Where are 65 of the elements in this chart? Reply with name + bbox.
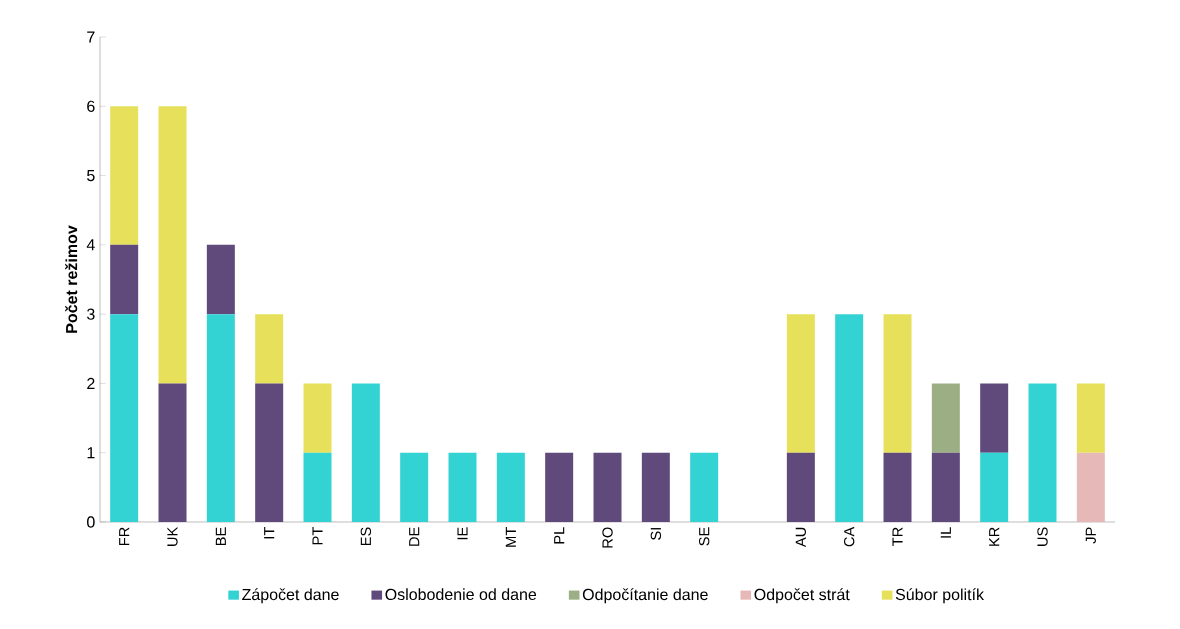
x-tick-label: ES xyxy=(360,527,372,546)
legend-label: Odpočet strát xyxy=(754,588,850,604)
bar xyxy=(351,383,380,522)
x-tick-label: BE xyxy=(215,527,226,546)
y-tick-label: 1 xyxy=(87,447,95,459)
y-tick-label: 4 xyxy=(86,239,95,251)
bar xyxy=(110,244,139,315)
x-tick-label: AU xyxy=(795,527,806,548)
bar xyxy=(1076,452,1105,522)
bar xyxy=(931,383,960,453)
x-tick-label: FR xyxy=(119,527,130,546)
bar xyxy=(206,244,235,315)
x-tick-label: JP xyxy=(1085,527,1096,544)
x-tick-label: CA xyxy=(844,526,855,547)
legend-label: Zápočet dane xyxy=(242,588,339,604)
bar xyxy=(835,314,864,522)
legend-label: Oslobodenie od dane xyxy=(385,588,537,601)
bar xyxy=(545,452,574,522)
y-tick-label: 5 xyxy=(87,170,95,182)
x-tick-label: DE xyxy=(409,527,420,546)
bar xyxy=(786,452,815,522)
bar xyxy=(931,452,960,522)
x-tick-label: IT xyxy=(264,527,275,539)
x-tick-label: PL xyxy=(554,527,565,544)
x-tick-label: PT xyxy=(312,527,323,545)
y-tick-label: 2 xyxy=(87,377,95,390)
bar xyxy=(255,314,284,384)
legend-label: Súbor politík xyxy=(895,588,985,604)
y-tick-label: 3 xyxy=(87,308,95,320)
bar xyxy=(255,383,284,522)
bar xyxy=(980,452,1009,522)
bar xyxy=(400,452,429,522)
bar xyxy=(883,314,912,453)
bar xyxy=(1028,383,1057,522)
x-tick-label: IE xyxy=(457,527,468,540)
bar xyxy=(883,452,912,522)
bar xyxy=(496,452,525,522)
bar xyxy=(786,314,815,453)
bar xyxy=(158,383,187,522)
bar xyxy=(448,452,477,522)
bar xyxy=(1076,383,1105,453)
x-tick-label: KR xyxy=(989,527,1000,546)
bar xyxy=(206,314,235,522)
x-tick-label: IL xyxy=(940,527,951,538)
x-tick-label: SI xyxy=(650,528,662,540)
y-axis-title: Počet režimov xyxy=(65,225,78,333)
bar xyxy=(641,452,670,522)
bar xyxy=(110,106,139,245)
bar xyxy=(690,452,719,522)
bar xyxy=(158,106,187,384)
legend-label: Odpočítanie dane xyxy=(582,588,708,604)
y-tick-label: 6 xyxy=(87,100,95,112)
x-tick-label: US xyxy=(1037,527,1048,546)
y-tick-label: 7 xyxy=(87,31,95,43)
x-tick-label: UK xyxy=(167,526,178,546)
bar xyxy=(110,314,139,522)
x-tick-label: RO xyxy=(602,527,613,548)
x-tick-label: SE xyxy=(699,527,710,546)
bar xyxy=(303,452,332,522)
x-tick-label: MT xyxy=(505,527,516,547)
x-tick-label: TR xyxy=(892,527,903,546)
bar xyxy=(593,452,622,522)
bar xyxy=(980,383,1009,453)
y-tick-label: 0 xyxy=(87,516,95,528)
bar xyxy=(303,383,332,453)
